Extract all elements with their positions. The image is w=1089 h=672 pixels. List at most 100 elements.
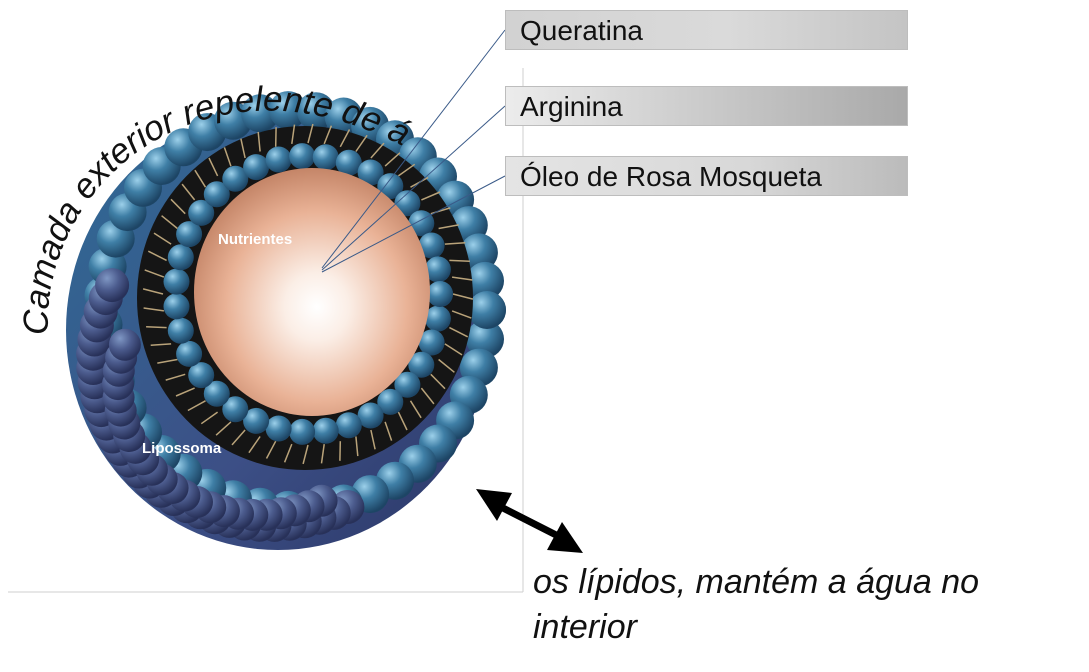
lipid-tail (223, 147, 232, 167)
lipid-tail (146, 326, 167, 329)
lipid-tail (165, 373, 186, 381)
lipid-bead (357, 159, 384, 186)
lipid-bead (357, 402, 384, 429)
lipid-tail (323, 125, 333, 145)
lipid-bead (466, 261, 504, 300)
lipid-tail (150, 343, 172, 347)
lipid-tail (370, 429, 376, 450)
lipid-bead (188, 362, 215, 389)
lipid-bead (265, 415, 292, 442)
lipid-bead (424, 256, 451, 283)
lipid-bead (203, 380, 230, 407)
lipid-tail (444, 241, 466, 245)
lipid-tail (449, 326, 469, 338)
lipid-tails (142, 123, 474, 465)
lipid-bead (222, 165, 249, 192)
lipid-tail (438, 224, 459, 230)
lipid-bead (176, 340, 203, 367)
pointer-line-keratin (321, 29, 506, 269)
lipid-tail (452, 293, 474, 300)
lipid-tail (370, 142, 385, 159)
inner-bead-layer (163, 143, 453, 445)
lipid-tail (384, 152, 401, 167)
lipid-tail (291, 124, 296, 145)
lipid-tail (430, 373, 446, 390)
lipid-tail (215, 421, 232, 436)
lipid-bead (335, 412, 362, 439)
lipid-tail (181, 183, 196, 201)
lipid-tail (257, 131, 261, 152)
lipid-tail (451, 276, 473, 281)
lipid-tail (339, 129, 351, 148)
lipid-bead (222, 396, 249, 423)
lipid-tail (142, 288, 164, 295)
lipid-tail (161, 215, 178, 230)
lipid-tail (449, 259, 470, 262)
lipid-bead (289, 418, 316, 445)
lipid-tail (153, 232, 172, 245)
lipid-tail (170, 198, 186, 215)
lipid-tail (320, 443, 325, 464)
lipid-bead (188, 199, 215, 226)
lipid-bead (203, 181, 230, 208)
lipid-bead (312, 144, 339, 171)
label-keratin: Queratina (505, 10, 908, 50)
lipid-bead (377, 173, 404, 200)
lipid-bead (241, 94, 280, 133)
lipid-tail (438, 358, 455, 373)
lipid-tail (283, 443, 293, 463)
lipid-bead (243, 154, 270, 181)
liposome (66, 91, 506, 550)
lipid-bead (269, 91, 307, 130)
pointer-line-rosehip (321, 175, 506, 273)
lipid-description-line-1: os lípidos, mantém a água no (533, 563, 980, 601)
lipid-tail (144, 269, 165, 278)
lipid-bead (167, 244, 194, 271)
lipid-bead (377, 388, 404, 415)
lipid-tail (420, 387, 435, 405)
lipid-description-line-2: interior (533, 608, 637, 646)
lipid-tail (240, 138, 246, 159)
lipid-bead (335, 149, 362, 176)
lipid-tail (147, 250, 167, 262)
lipid-bead (265, 146, 292, 173)
lipid-tail (409, 400, 422, 419)
lower-bead-layer (76, 268, 365, 542)
lipid-bead (424, 305, 451, 332)
lipid-bead (418, 329, 445, 356)
lipid-bead (95, 268, 130, 303)
lipid-tail (397, 163, 416, 177)
lipid-tail (200, 411, 219, 425)
lipid-bead (468, 291, 506, 329)
lipid-bead (466, 320, 504, 359)
lipid-tail (355, 436, 359, 457)
lipid-bead (167, 317, 194, 344)
lipid-tail (397, 411, 408, 431)
lipid-description: os lípidos, mantém a água no interior (533, 560, 1073, 650)
lipid-bead (312, 417, 339, 444)
lipid-tail (265, 440, 277, 459)
lipid-bead (289, 143, 316, 170)
lipid-tail (194, 169, 207, 188)
lipid-bead (163, 268, 190, 295)
lipid-tail (187, 400, 206, 412)
lipid-bead (163, 293, 190, 320)
pointer-line-arginine (321, 105, 506, 271)
nutrients-label: Nutrientes (218, 231, 292, 248)
label-arginine: Arginina (505, 86, 908, 126)
lipid-tail (231, 429, 246, 446)
lipid-bead (408, 351, 435, 378)
lipid-tail (444, 343, 463, 356)
lipid-tail (307, 123, 314, 144)
lipid-bead (176, 221, 203, 248)
double-arrow-icon (476, 489, 583, 553)
lipid-tail (451, 310, 472, 319)
lipid-bead (418, 232, 445, 259)
lipid-tail (143, 307, 165, 312)
lipid-tail (421, 191, 441, 201)
lipid-tail (248, 436, 261, 454)
nutrient-core (194, 168, 430, 416)
lipid-tail (384, 421, 393, 441)
lipid-tail (302, 444, 309, 465)
